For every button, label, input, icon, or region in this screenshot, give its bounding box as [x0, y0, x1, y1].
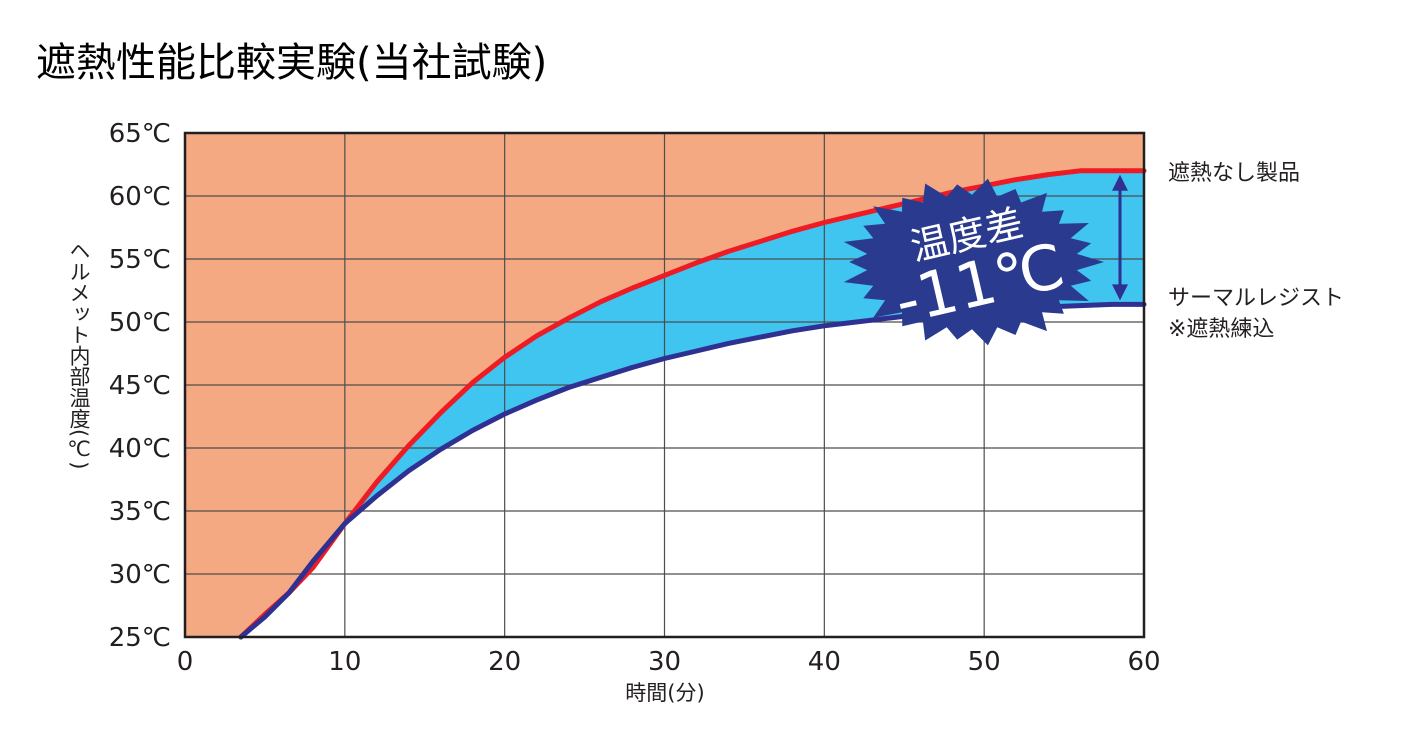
y-tick-label: 35℃	[109, 497, 171, 527]
legend-thermal-resist-note: ※遮熱練込	[1168, 317, 1274, 342]
x-tick-label: 50	[968, 647, 1001, 677]
x-tick-label: 30	[648, 647, 681, 677]
x-tick-label: 20	[488, 647, 521, 677]
y-tick-label: 25℃	[109, 623, 171, 653]
difference-arrow	[1112, 174, 1128, 301]
x-tick-label: 0	[177, 647, 194, 677]
y-tick-label: 65℃	[109, 119, 171, 149]
plot-frame	[183, 131, 1146, 639]
y-axis-label: ヘルメット内部温度(℃)	[67, 240, 91, 469]
x-axis-label: 時間(分)	[625, 681, 704, 705]
x-tick-label: 60	[1127, 647, 1160, 677]
y-tick-label: 45℃	[109, 371, 171, 401]
chart-title: 遮熱性能比較実験(当社試験)	[36, 40, 547, 86]
difference-callout-burst	[843, 178, 1104, 346]
arrow-head-up	[1112, 174, 1128, 191]
y-tick-label: 50℃	[109, 308, 171, 338]
y-tick-labels: 25℃ 30℃ 35℃ 40℃ 45℃ 50℃ 55℃ 60℃ 65℃	[109, 119, 171, 653]
x-tick-label: 10	[328, 647, 361, 677]
legend-thermal-resist: サーマルレジスト	[1168, 286, 1344, 311]
y-tick-label: 30℃	[109, 560, 171, 590]
x-tick-labels: 0 10 20 30 40 50 60	[177, 647, 1161, 677]
legend-no-shield: 遮熱なし製品	[1168, 161, 1300, 186]
y-tick-label: 60℃	[109, 182, 171, 212]
y-tick-label: 40℃	[109, 434, 171, 464]
arrow-head-down	[1112, 284, 1128, 301]
y-tick-label: 55℃	[109, 245, 171, 275]
x-tick-label: 40	[808, 647, 841, 677]
